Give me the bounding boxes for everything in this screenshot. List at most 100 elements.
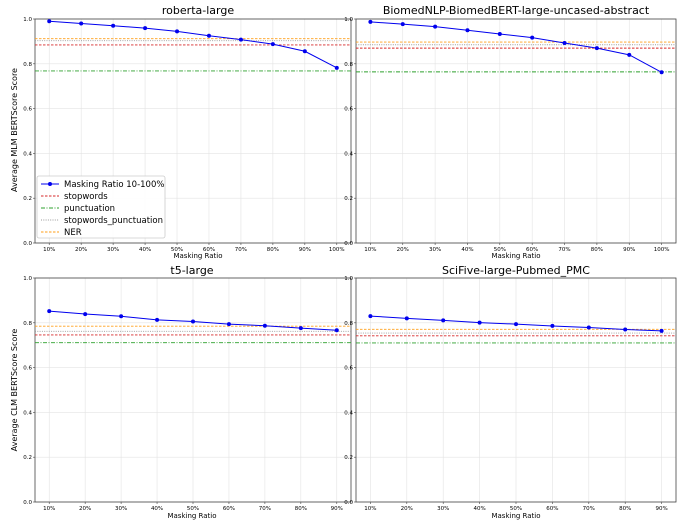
panel-title: t5-large	[170, 264, 213, 277]
plot-area: 10% 20% 30% 40% 50% 60% 70% 80% 90%0.00.20.40.60…	[344, 276, 677, 512]
x-tick-label-60: 60%	[526, 247, 538, 253]
x-axis-label: Masking Ratio	[167, 512, 216, 520]
data-point-100	[659, 70, 664, 75]
data-point-40	[477, 320, 482, 325]
x-tick-label-10: 10%	[43, 506, 55, 512]
data-point-50	[191, 319, 195, 324]
x-tick-label-90: 90%	[623, 247, 635, 253]
y-tick-label-0-4: 0.4	[344, 151, 353, 157]
y-tick-label-0-0: 0.0	[344, 241, 353, 247]
panel-scifive: SciFive-large-Pubmed_PMC Masking Ratio 1…	[344, 264, 677, 520]
x-tick-label-70: 70%	[583, 506, 595, 512]
y-tick-label-0-8: 0.8	[344, 62, 353, 68]
x-tick-label-30: 30%	[107, 247, 119, 253]
data-point-20	[79, 21, 84, 26]
row-ylabel-top: Average MLM BERTScore Score	[10, 68, 19, 192]
data-point-70	[562, 40, 567, 45]
data-point-20	[404, 316, 409, 321]
y-tick-label-0-6: 0.6	[344, 366, 353, 372]
x-tick-label-80: 80%	[591, 247, 603, 253]
x-tick-label-70: 70%	[259, 506, 271, 512]
data-point-70	[238, 37, 243, 42]
plot-area: 10% 20% 30% 40% 50% 60% 70% 80% 90% 100% 0.0 0.2 0.4…	[344, 17, 677, 253]
plot-area: 10% 20% 30% 40% 50% 60% 70% 80% 90%0.00.20.40.60…	[23, 276, 352, 512]
x-tick-label-30: 30%	[437, 506, 449, 512]
series-line-masking-ratio-10-100	[370, 21, 662, 73]
y-tick-label-0-8: 0.8	[23, 62, 32, 68]
x-tick-label-40: 40%	[473, 506, 485, 512]
data-point-10	[368, 19, 373, 24]
x-axis-label: Masking Ratio	[173, 252, 222, 260]
x-tick-label-20: 20%	[401, 506, 413, 512]
x-tick-label-50: 50%	[171, 247, 183, 253]
x-tick-label-90: 90%	[299, 247, 311, 253]
x-tick-label-50: 50%	[494, 247, 506, 253]
data-point-80	[623, 327, 628, 332]
y-tick-label-0-8: 0.8	[344, 321, 353, 327]
y-tick-label-1-0: 1.0	[344, 17, 353, 23]
y-tick-label-0-6: 0.6	[344, 107, 353, 113]
legend-label-ner: NER	[64, 228, 82, 238]
data-point-50	[497, 32, 502, 37]
data-point-20	[400, 22, 405, 27]
x-tick-label-20: 20%	[79, 506, 91, 512]
data-point-90	[334, 328, 339, 333]
x-tick-label-20: 20%	[75, 247, 87, 253]
y-tick-label-1-0: 1.0	[23, 17, 32, 23]
legend-label-punctuation: punctuation	[64, 204, 115, 214]
x-tick-label-80: 80%	[619, 506, 631, 512]
x-tick-label-60: 60%	[223, 506, 235, 512]
panel-title: roberta-large	[162, 4, 234, 17]
x-tick-label-50: 50%	[187, 506, 199, 512]
panel-t5-large: t5-large Masking Ratio 10% 20% 30% 40% 50% 60…	[23, 264, 352, 520]
x-tick-label-40: 40%	[139, 247, 151, 253]
series-line-masking-ratio-10-100	[49, 20, 338, 69]
y-tick-label-0-0: 0.0	[23, 241, 32, 247]
x-tick-label-100: 100%	[654, 247, 670, 253]
data-point-10	[47, 309, 52, 314]
x-tick-label-30: 30%	[429, 247, 441, 253]
y-tick-label-1-0: 1.0	[344, 276, 353, 282]
data-point-80	[298, 326, 303, 331]
panel-roberta-large: roberta-large Masking Ratio 10% 20% 30% 40%…	[23, 4, 352, 260]
data-point-20	[83, 312, 88, 317]
data-point-30	[433, 24, 438, 29]
data-point-60	[550, 323, 555, 328]
data-point-70	[586, 325, 591, 330]
data-point-30	[111, 23, 116, 28]
y-tick-label-0-4: 0.4	[23, 410, 32, 416]
y-tick-label-0-6: 0.6	[23, 366, 32, 372]
x-tick-label-90: 90%	[331, 506, 343, 512]
x-tick-label-50: 50%	[510, 506, 522, 512]
data-point-10	[368, 314, 373, 319]
data-point-90	[627, 52, 632, 57]
x-tick-label-40: 40%	[151, 506, 163, 512]
x-axis-label: Masking Ratio	[491, 512, 540, 520]
legend-label-stopwords-punctuation: stopwords_punctuation	[64, 216, 163, 226]
x-tick-label-60: 60%	[203, 247, 215, 253]
y-tick-label-0-8: 0.8	[23, 321, 32, 327]
panel-biomedbert: BiomedNLP-BiomedBERT-large-uncased-abstr…	[344, 4, 677, 260]
x-tick-label-10: 10%	[43, 247, 55, 253]
x-tick-label-90: 90%	[655, 506, 667, 512]
y-tick-label-1-0: 1.0	[23, 276, 32, 282]
row-ylabel-bottom: Average CLM BERTScore Score	[10, 329, 19, 452]
legend-frame	[36, 175, 166, 239]
x-tick-label-10: 10%	[364, 506, 376, 512]
data-point-50	[514, 322, 518, 327]
data-point-50	[175, 29, 180, 34]
data-point-70	[262, 323, 267, 328]
x-tick-label-70: 70%	[235, 247, 247, 253]
y-tick-label-0-4: 0.4	[344, 410, 353, 416]
y-tick-label-0-0: 0.0	[23, 500, 32, 506]
data-point-30	[119, 314, 124, 319]
y-tick-label-0-2: 0.2	[23, 196, 32, 202]
data-point-40	[143, 26, 148, 31]
legend: Masking Ratio 10-100% stopwords punctuat…	[36, 175, 166, 239]
data-point-60	[530, 35, 535, 40]
axes-frame	[34, 18, 352, 244]
data-point-90	[659, 328, 664, 333]
y-tick-label-0-2: 0.2	[344, 455, 353, 461]
x-tick-label-40: 40%	[461, 247, 473, 253]
data-point-40	[465, 28, 470, 33]
